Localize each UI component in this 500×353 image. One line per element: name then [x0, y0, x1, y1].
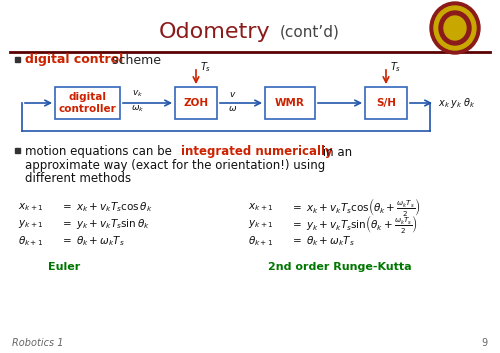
Text: $v_k$: $v_k$: [132, 89, 143, 99]
Text: S/H: S/H: [376, 98, 396, 108]
Ellipse shape: [430, 2, 480, 54]
Text: $y_{k+1}$: $y_{k+1}$: [18, 218, 44, 230]
Text: $y_{k+1}$: $y_{k+1}$: [248, 218, 274, 230]
Text: in an: in an: [319, 145, 352, 158]
Text: $= \ y_k + v_k T_s \sin\theta_k$: $= \ y_k + v_k T_s \sin\theta_k$: [60, 217, 150, 231]
Ellipse shape: [434, 6, 476, 50]
Ellipse shape: [439, 11, 471, 45]
Text: $x_{k+1}$: $x_{k+1}$: [248, 201, 274, 213]
FancyBboxPatch shape: [365, 87, 407, 119]
Text: $= \ \theta_k + \omega_k T_s$: $= \ \theta_k + \omega_k T_s$: [60, 234, 125, 248]
Text: $\omega_k$: $\omega_k$: [132, 104, 144, 114]
Text: (cont’d): (cont’d): [280, 24, 340, 40]
Text: $= \ x_k + v_k T_s \cos\!\left(\theta_k + \frac{\omega_k T_s}{2}\right)$: $= \ x_k + v_k T_s \cos\!\left(\theta_k …: [290, 196, 420, 218]
FancyBboxPatch shape: [15, 148, 20, 153]
Text: Odometry: Odometry: [159, 22, 271, 42]
Text: different methods: different methods: [25, 172, 131, 185]
Text: approximate way (exact for the orientation!) using: approximate way (exact for the orientati…: [25, 158, 325, 172]
Text: $v$: $v$: [230, 90, 236, 99]
Text: integrated numerically: integrated numerically: [181, 145, 332, 158]
Ellipse shape: [444, 16, 466, 40]
Text: $= \ y_k + v_k T_s \sin\!\left(\theta_k + \frac{\omega_k T_s}{2}\right)$: $= \ y_k + v_k T_s \sin\!\left(\theta_k …: [290, 213, 418, 235]
Text: scheme: scheme: [108, 54, 161, 66]
FancyBboxPatch shape: [265, 87, 315, 119]
Text: 2nd order Runge-Kutta: 2nd order Runge-Kutta: [268, 262, 412, 272]
Text: $= \ x_k + v_k T_s \cos\theta_k$: $= \ x_k + v_k T_s \cos\theta_k$: [60, 200, 152, 214]
FancyBboxPatch shape: [15, 57, 20, 62]
Text: $T_s$: $T_s$: [390, 60, 402, 74]
Text: WMR: WMR: [275, 98, 305, 108]
Text: Robotics 1: Robotics 1: [12, 338, 64, 348]
Text: $T_s$: $T_s$: [200, 60, 211, 74]
Text: $\theta_{k+1}$: $\theta_{k+1}$: [18, 234, 44, 248]
FancyBboxPatch shape: [55, 87, 120, 119]
Text: 9: 9: [482, 338, 488, 348]
Text: $\theta_{k+1}$: $\theta_{k+1}$: [248, 234, 274, 248]
Text: Euler: Euler: [48, 262, 80, 272]
Text: $x_{k+1}$: $x_{k+1}$: [18, 201, 44, 213]
FancyBboxPatch shape: [175, 87, 217, 119]
Text: $\omega$: $\omega$: [228, 104, 237, 113]
Text: motion equations can be: motion equations can be: [25, 145, 176, 158]
Text: digital control: digital control: [25, 54, 123, 66]
Text: digital
controller: digital controller: [58, 92, 116, 114]
Text: $x_k \; y_k \; \theta_k$: $x_k \; y_k \; \theta_k$: [438, 96, 476, 110]
Text: ZOH: ZOH: [184, 98, 208, 108]
Text: $= \ \theta_k + \omega_k T_s$: $= \ \theta_k + \omega_k T_s$: [290, 234, 355, 248]
